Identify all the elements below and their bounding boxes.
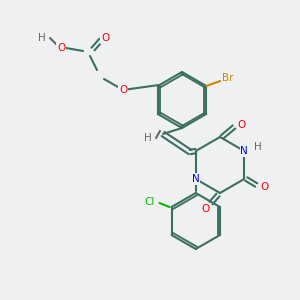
Text: N: N (240, 146, 248, 156)
Text: Br: Br (223, 73, 234, 83)
Text: H: H (254, 142, 262, 152)
Text: N: N (192, 174, 200, 184)
Text: Cl: Cl (144, 197, 155, 207)
Text: O: O (57, 43, 65, 53)
Text: H: H (38, 33, 46, 43)
Text: H: H (144, 133, 152, 143)
Text: O: O (101, 33, 109, 43)
Text: O: O (238, 120, 246, 130)
Text: O: O (260, 182, 269, 192)
Text: O: O (119, 85, 127, 95)
Text: O: O (201, 204, 209, 214)
